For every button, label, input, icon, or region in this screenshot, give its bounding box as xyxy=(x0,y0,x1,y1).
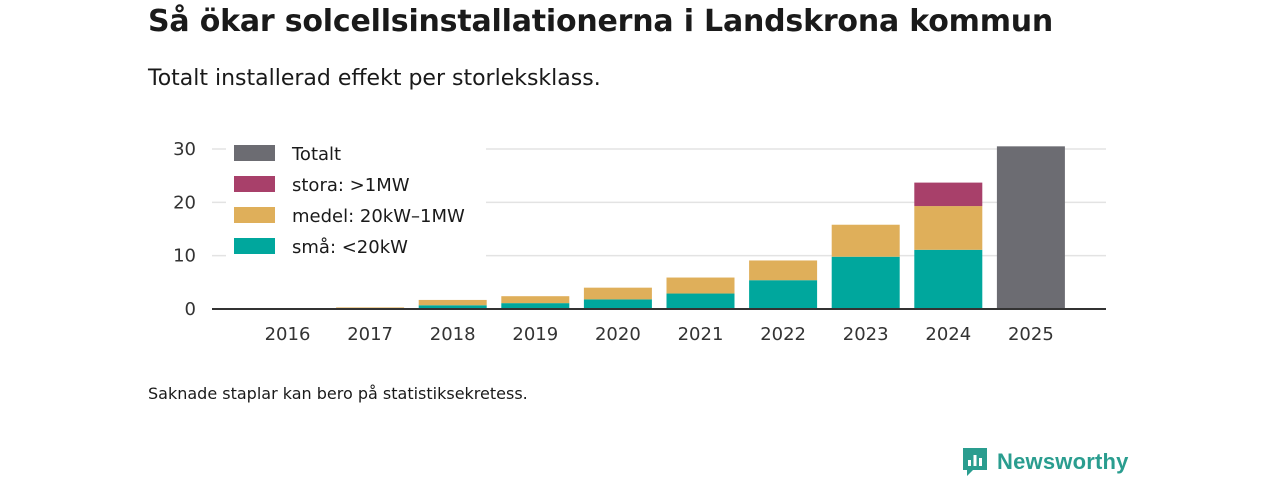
chart-subtitle: Totalt installerad effekt per storlekskl… xyxy=(148,66,601,91)
legend: Totalt stora: >1MW medel: 20kW–1MW små: <20… xyxy=(226,140,486,266)
bar-2024-large xyxy=(914,182,983,207)
bar-2022-small xyxy=(749,280,818,309)
bar-2025-total xyxy=(996,146,1065,309)
legend-label-small: små: <20kW xyxy=(292,237,408,258)
y-tick-label-10: 10 xyxy=(173,246,196,267)
x-tick-label-2018: 2018 xyxy=(430,324,476,345)
x-tick-label-2024: 2024 xyxy=(925,324,971,345)
x-tick-label-2023: 2023 xyxy=(843,324,889,345)
y-tick-label-0: 0 xyxy=(185,299,196,320)
x-tick-label-2019: 2019 xyxy=(512,324,558,345)
x-tick-label-2025: 2025 xyxy=(1008,324,1054,345)
newsworthy-logo[interactable]: Newsworthy xyxy=(961,446,1129,478)
bar-2018-small xyxy=(418,305,487,309)
legend-label-large: stora: >1MW xyxy=(292,175,410,196)
bar-2018-medium xyxy=(418,299,487,306)
bar-2023-small xyxy=(831,256,900,309)
x-tick-label-2017: 2017 xyxy=(347,324,393,345)
bar-2021-small xyxy=(666,293,735,309)
y-tick-label-30: 30 xyxy=(173,139,196,160)
bar-2019-small xyxy=(501,303,570,309)
legend-swatch-medium xyxy=(234,207,275,223)
legend-swatch-total xyxy=(234,145,275,161)
y-tick-label-20: 20 xyxy=(173,192,196,213)
brand-name: Newsworthy xyxy=(997,449,1129,474)
legend-swatch-large xyxy=(234,176,275,192)
bar-2022-medium xyxy=(749,260,818,281)
legend-label-medium: medel: 20kW–1MW xyxy=(292,206,465,227)
footnote: Saknade staplar kan bero på statistiksek… xyxy=(148,384,528,403)
x-tick-label-2022: 2022 xyxy=(760,324,806,345)
legend-label-total: Totalt xyxy=(291,144,341,165)
bar-2024-small xyxy=(914,249,983,309)
x-tick-label-2021: 2021 xyxy=(678,324,724,345)
x-tick-label-2016: 2016 xyxy=(265,324,311,345)
newsworthy-logo-icon xyxy=(963,448,987,476)
chart-title: Så ökar solcellsinstallationerna i Lands… xyxy=(148,4,1054,39)
axes: 0 10 20 30 2016 2017 2018 2019 2020 2021 2022 2023 2… xyxy=(173,139,1106,345)
x-tick-label-2020: 2020 xyxy=(595,324,641,345)
bar-2024-medium xyxy=(914,206,983,250)
legend-swatch-small xyxy=(234,238,275,254)
bar-2023-medium xyxy=(831,224,900,257)
bars xyxy=(253,146,1065,310)
bar-2019-medium xyxy=(501,296,570,304)
bar-2020-medium xyxy=(583,287,652,300)
bar-2020-small xyxy=(583,299,652,309)
bar-2017-medium xyxy=(336,307,405,309)
bar-2021-medium xyxy=(666,277,735,294)
